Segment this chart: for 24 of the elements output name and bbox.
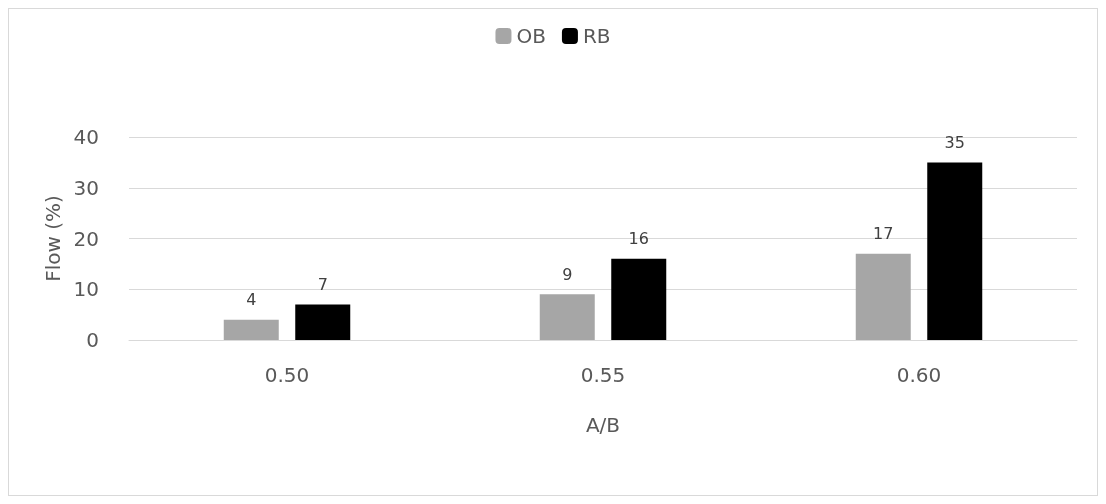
data-label: 9	[562, 264, 573, 284]
legend-label: OB	[516, 24, 546, 48]
bar	[295, 304, 351, 340]
y-tick-label: 30	[73, 175, 99, 200]
data-label: 16	[628, 229, 649, 249]
x-tick-label: 0.60	[896, 363, 942, 387]
data-label: 7	[317, 274, 328, 294]
bar	[223, 319, 279, 340]
bar	[539, 294, 595, 340]
y-tick-label: 40	[73, 125, 99, 149]
y-axis-title: Flow (%)	[40, 195, 65, 282]
y-tick-label: 10	[73, 277, 99, 302]
legend-label: RB	[582, 24, 611, 48]
bar	[927, 162, 983, 340]
y-tick-label: 0	[86, 328, 99, 352]
data-label: 35	[944, 132, 965, 152]
bar	[855, 253, 911, 340]
x-axis-title: A/B	[585, 413, 621, 437]
bar	[611, 258, 667, 340]
x-tick-label: 0.50	[264, 363, 310, 387]
data-label: 17	[873, 224, 894, 244]
y-tick-label: 20	[73, 226, 99, 251]
x-tick-label: 0.55	[580, 363, 626, 387]
data-label: 4	[246, 290, 257, 310]
